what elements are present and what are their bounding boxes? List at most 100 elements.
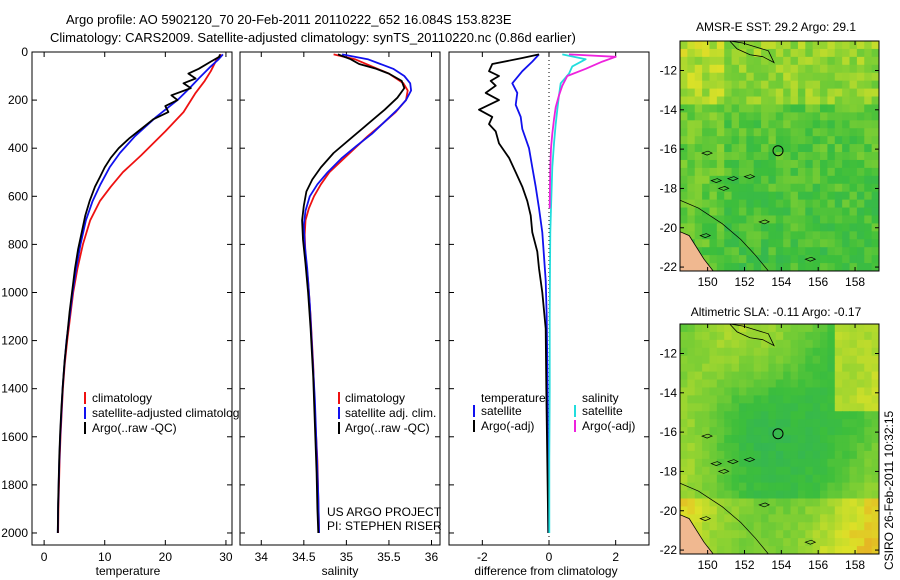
sla-coastline bbox=[680, 324, 817, 554]
heatmap-cell bbox=[842, 355, 851, 365]
heatmap-cell bbox=[783, 490, 792, 500]
reef-outline bbox=[804, 539, 817, 545]
heatmap-cell bbox=[724, 331, 733, 341]
heatmap-cell bbox=[761, 427, 770, 436]
heatmap-cell bbox=[687, 136, 696, 145]
heatmap-cell bbox=[724, 355, 733, 365]
heatmap-cell bbox=[738, 120, 747, 129]
heatmap-cell bbox=[768, 450, 777, 460]
heatmap-cell bbox=[716, 120, 725, 129]
heatmap-cell bbox=[694, 363, 703, 373]
heatmap-cell bbox=[805, 324, 814, 333]
heatmap-cell bbox=[731, 64, 740, 74]
heatmap-cell bbox=[797, 41, 806, 50]
heatmap-cell bbox=[724, 363, 733, 373]
heatmap-cell bbox=[827, 474, 836, 484]
heatmap-cell bbox=[842, 64, 851, 74]
heatmap-cell bbox=[694, 199, 703, 209]
heatmap-cell bbox=[805, 136, 814, 145]
heatmap-cell bbox=[790, 371, 799, 381]
heatmap-cell bbox=[680, 199, 688, 209]
x-tick-label: 150 bbox=[698, 275, 718, 289]
heatmap-cell bbox=[753, 96, 762, 106]
heatmap-cell bbox=[834, 514, 843, 523]
heatmap-cell bbox=[856, 167, 865, 177]
heatmap-cell bbox=[738, 247, 747, 256]
heatmap-cell bbox=[694, 207, 703, 217]
heatmap-cell bbox=[783, 175, 792, 185]
heatmap-cell bbox=[820, 458, 829, 468]
heatmap-cell bbox=[746, 96, 755, 106]
heatmap-cell bbox=[856, 466, 865, 476]
reef-outline bbox=[804, 256, 817, 262]
heatmap-cell bbox=[834, 144, 843, 153]
heatmap-cell bbox=[680, 167, 688, 177]
heatmap-cell bbox=[783, 88, 792, 98]
heatmap-cell bbox=[790, 120, 799, 129]
temperature-xlabel: temperature bbox=[96, 564, 161, 578]
heatmap-cell bbox=[746, 395, 755, 404]
heatmap-cell bbox=[753, 41, 762, 50]
heatmap-cell bbox=[687, 199, 696, 209]
heatmap-cell bbox=[790, 263, 799, 271]
heatmap-cell bbox=[694, 490, 703, 500]
heatmap-cell bbox=[820, 128, 829, 137]
heatmap-cell bbox=[694, 506, 703, 515]
heatmap-cell bbox=[827, 498, 836, 508]
heatmap-cell bbox=[871, 136, 879, 145]
heatmap-cell bbox=[849, 474, 858, 484]
heatmap-cell bbox=[775, 64, 784, 74]
heatmap-cell bbox=[790, 167, 799, 177]
heatmap-cell bbox=[716, 80, 725, 90]
heatmap-cell bbox=[871, 120, 879, 129]
heatmap-cell bbox=[709, 104, 718, 113]
heatmap-cell bbox=[797, 64, 806, 74]
heatmap-cell bbox=[702, 482, 711, 492]
heatmap-cell bbox=[731, 506, 740, 515]
heatmap-cell bbox=[709, 379, 718, 389]
heatmap-cell bbox=[842, 152, 851, 161]
heatmap-cell bbox=[871, 199, 879, 209]
heatmap-cell bbox=[687, 167, 696, 177]
heatmap-cell bbox=[849, 128, 858, 137]
heatmap-cell bbox=[724, 450, 733, 460]
heatmap-cell bbox=[694, 191, 703, 201]
heatmap-cell bbox=[753, 128, 762, 137]
heatmap-cell bbox=[856, 324, 865, 333]
heatmap-cell bbox=[687, 183, 696, 193]
heatmap-cell bbox=[761, 128, 770, 137]
heatmap-cell bbox=[797, 411, 806, 420]
sst-map-panel: AMSR-E SST: 29.2 Argo: 29.1 150 152 154 156… bbox=[660, 20, 880, 289]
heatmap-cell bbox=[856, 403, 865, 412]
heatmap-cell bbox=[790, 207, 799, 217]
reef-outline bbox=[710, 178, 723, 183]
heatmap-cell bbox=[768, 506, 777, 515]
heatmap-cell bbox=[820, 442, 829, 452]
heatmap-cell bbox=[812, 112, 821, 121]
heatmap-cell bbox=[812, 215, 821, 225]
heatmap-cell bbox=[820, 152, 829, 161]
heatmap-cell bbox=[738, 506, 747, 515]
heatmap-cell bbox=[775, 183, 784, 193]
heatmap-cell bbox=[694, 419, 703, 428]
heatmap-cell bbox=[871, 56, 879, 66]
heatmap-cell bbox=[842, 207, 851, 217]
heatmap-cell bbox=[812, 403, 821, 412]
y-tick-label: 200 bbox=[8, 93, 28, 107]
heatmap-cell bbox=[761, 538, 770, 547]
heatmap-cell bbox=[797, 395, 806, 404]
sla-map-title: Altimetric SLA: -0.11 Argo: -0.17 bbox=[691, 305, 862, 319]
heatmap-cell bbox=[753, 355, 762, 365]
heatmap-cell bbox=[849, 347, 858, 357]
heatmap-cell bbox=[864, 152, 873, 161]
heatmap-cell bbox=[716, 215, 725, 225]
heatmap-cell bbox=[856, 231, 865, 240]
heatmap-cell bbox=[694, 347, 703, 357]
y-tick-label: -18 bbox=[660, 181, 678, 195]
heatmap-cell bbox=[687, 175, 696, 185]
heatmap-cell bbox=[768, 64, 777, 74]
heatmap-cell bbox=[827, 64, 836, 74]
y-tick-label: -12 bbox=[660, 63, 678, 77]
heatmap-cell bbox=[842, 88, 851, 98]
heatmap-cell bbox=[783, 538, 792, 547]
